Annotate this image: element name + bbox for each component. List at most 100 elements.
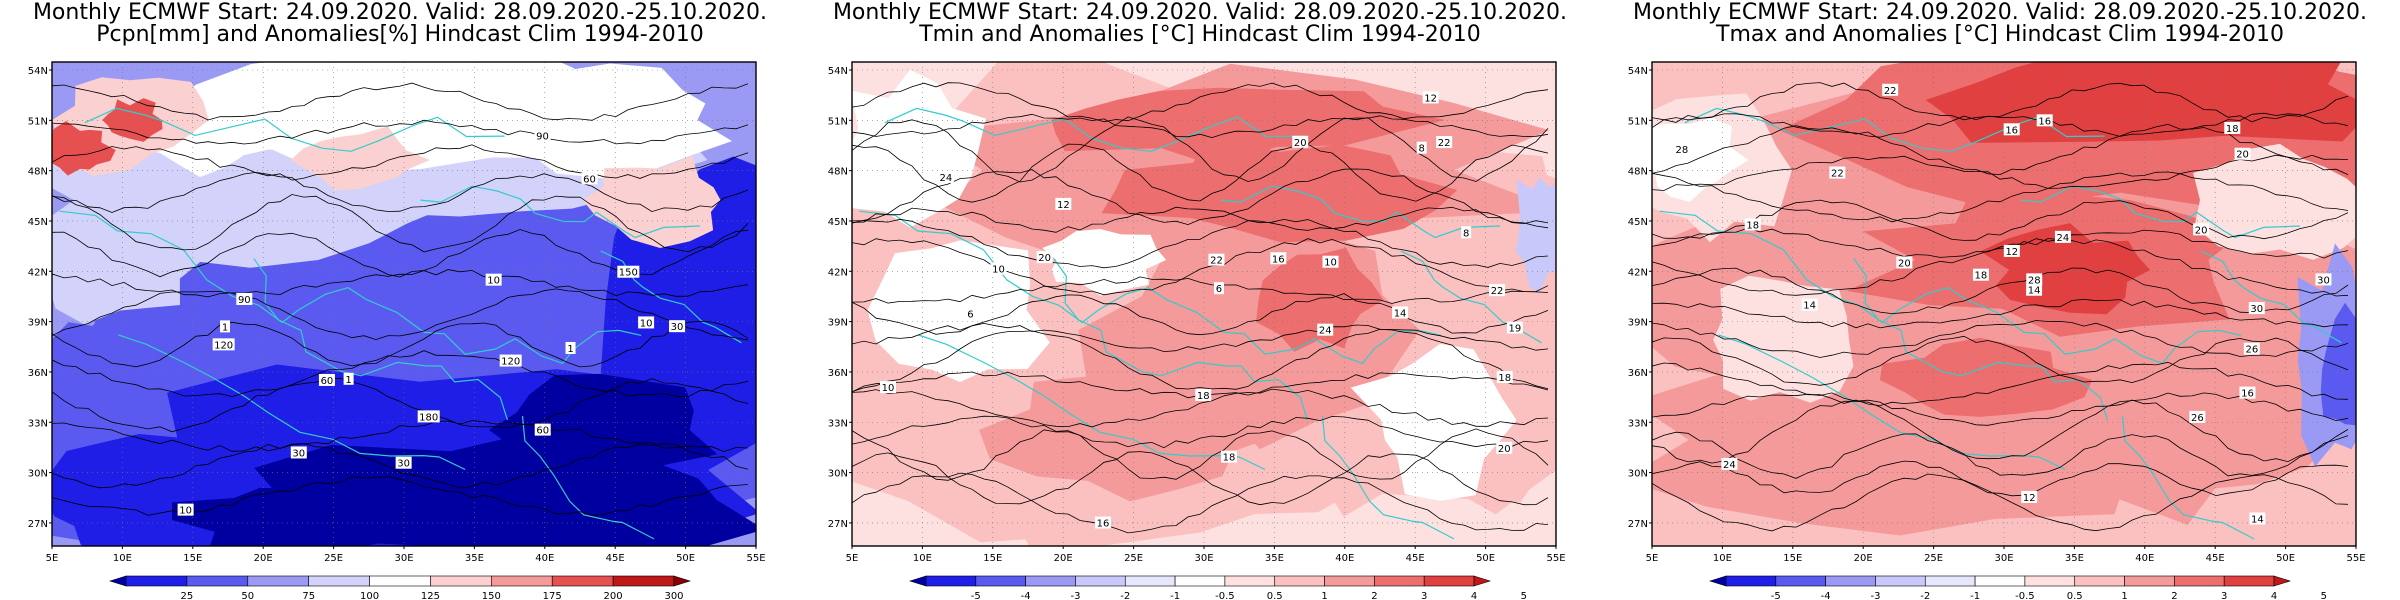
contour-label: 120	[499, 354, 522, 368]
colorbar: -5 -4 -3 -2 -1 -0.5 0.5 1 2 3 4 5	[908, 575, 1527, 600]
contour-label: 19	[1506, 321, 1523, 335]
contour-label: 60	[581, 172, 598, 185]
contour-label: 1	[565, 341, 576, 355]
grid-lines	[1652, 62, 2356, 546]
lon-tick-label: 35E	[2065, 553, 2084, 564]
colorbar-label: 5	[1521, 591, 1527, 600]
lon-tick-label: 15E	[183, 553, 202, 564]
lat-tick-label: 51N	[1628, 116, 1648, 127]
lat-tick-label: 39N	[1628, 318, 1648, 329]
contour-label-text: 19	[1509, 324, 1522, 335]
lon-tick-label: 50E	[1476, 553, 1495, 564]
contour-label-text: 24	[2057, 233, 2070, 244]
contour-label-text: 180	[419, 412, 438, 423]
colorbar-swatch	[2124, 575, 2175, 587]
lon-tick-label: 30E	[1994, 553, 2013, 564]
contour-label: 14	[1392, 306, 1409, 320]
colorbar-label: 25	[181, 591, 194, 600]
lat-tick-label: 48N	[1628, 167, 1648, 178]
contour-label-text: 16	[2038, 116, 2051, 127]
contour-label: 10	[880, 381, 897, 394]
contour-label-text: 10	[882, 383, 895, 394]
colorbar-label: -0.5	[1215, 591, 1235, 600]
contour-label: 12	[2021, 490, 2038, 504]
contour-label: 22	[1882, 83, 1899, 97]
lon-tick-label: 55E	[1546, 553, 1565, 564]
colorbar-swatch	[1274, 575, 1325, 587]
contour-label: 16	[2239, 386, 2256, 400]
contour-label-text: 30	[2250, 304, 2263, 315]
colorbar-label: -1	[1170, 591, 1180, 600]
colorbar-swatch	[2273, 575, 2292, 587]
lat-tick-label: 36N	[1628, 368, 1648, 379]
contour-label: 12	[1055, 197, 1072, 211]
contour-label: 16	[1270, 252, 1287, 265]
colorbar-label: 4	[2271, 591, 2277, 600]
lon-tick-label: 50E	[2276, 553, 2295, 564]
contour-label: 22	[1829, 166, 1846, 180]
contour-label-text: 1	[567, 344, 573, 355]
colorbar-swatch	[1708, 575, 1727, 587]
colorbar-swatch	[186, 575, 249, 587]
colorbar-label: 5	[2321, 591, 2327, 600]
lat-tick-label: 48N	[828, 167, 848, 178]
contour-label: 18	[2224, 121, 2241, 135]
colorbar-label: 2	[2171, 591, 2177, 600]
lon-tick-label: 20E	[1054, 553, 1073, 564]
contour-label-text: 10	[179, 506, 192, 517]
lon-tick-label: 10E	[113, 553, 132, 564]
panel-title-line1: Monthly ECMWF Start: 24.09.2020. Valid: …	[32, 0, 768, 25]
lon-tick-label: 5E	[1646, 553, 1659, 564]
contour-label: 6	[965, 307, 976, 321]
colorbar-swatch	[1473, 575, 1492, 587]
colorbar-swatch	[925, 575, 977, 587]
colorbar-label: 50	[241, 591, 254, 600]
colorbar-label: 150	[482, 591, 501, 600]
contour-label: 1	[343, 372, 354, 386]
contour-label-text: 22	[1884, 86, 1897, 97]
colorbar-swatch	[2223, 575, 2275, 587]
lon-tick-label: 25E	[1924, 553, 1943, 564]
contour-label-text: 150	[619, 268, 638, 279]
contour-label-text: 1	[222, 322, 228, 333]
contour-label-text: 10	[992, 265, 1005, 276]
colorbar-swatch	[108, 575, 127, 587]
contour-label: 30	[290, 446, 307, 459]
colorbar-swatch	[369, 575, 431, 587]
panel-title-line1: Monthly ECMWF Start: 24.09.2020. Valid: …	[1632, 0, 2368, 25]
contour-label: 12	[2003, 244, 2020, 258]
lon-tick-label: 55E	[2346, 553, 2365, 564]
contour-label-text: 24	[940, 173, 953, 184]
contour-label: 14	[2026, 283, 2043, 297]
colorbar-label: -4	[1021, 591, 1031, 600]
colorbar-swatch	[1075, 575, 1126, 587]
panel-title-line2: Tmax and Anomalies [°C] Hindcast Clim 19…	[1716, 22, 2284, 47]
contour-label: 30	[2315, 273, 2332, 286]
lon-tick-label: 20E	[254, 553, 273, 564]
lat-tick-label: 45N	[828, 217, 848, 228]
contour-label: 20	[2193, 223, 2210, 236]
contour-label-text: 20	[1898, 258, 1911, 269]
contour-label: 120	[212, 338, 235, 351]
lon-tick-label: 5E	[846, 553, 859, 564]
colorbar-label: 0.5	[2067, 591, 2083, 600]
contour-label-text: 16	[1097, 519, 1110, 530]
colorbar: 25 50 75 100 125 150 175 200 300	[108, 575, 692, 600]
colorbar-label: 2	[1371, 591, 1377, 600]
lat-tick-label: 33N	[1628, 418, 1648, 429]
lat-tick-label: 45N	[28, 217, 48, 228]
grid-lines	[852, 62, 1556, 546]
contour-label: 24	[937, 170, 954, 184]
contour-label: 60	[318, 373, 335, 387]
colorbar-swatch	[1423, 575, 1475, 587]
lon-tick-label: 50E	[676, 553, 695, 564]
contour-label-text: 60	[321, 376, 334, 387]
colorbar-label: 3	[2221, 591, 2227, 600]
contour-label-text: 18	[1197, 391, 1210, 402]
colorbar-label: 0.5	[1267, 591, 1283, 600]
contour-label: 16	[2003, 123, 2020, 136]
panel-title-line1: Monthly ECMWF Start: 24.09.2020. Valid: …	[832, 0, 1568, 25]
colorbar-label: -2	[1920, 591, 1930, 600]
contour-label-text: 10	[640, 318, 653, 329]
colorbar-swatch	[125, 575, 188, 587]
